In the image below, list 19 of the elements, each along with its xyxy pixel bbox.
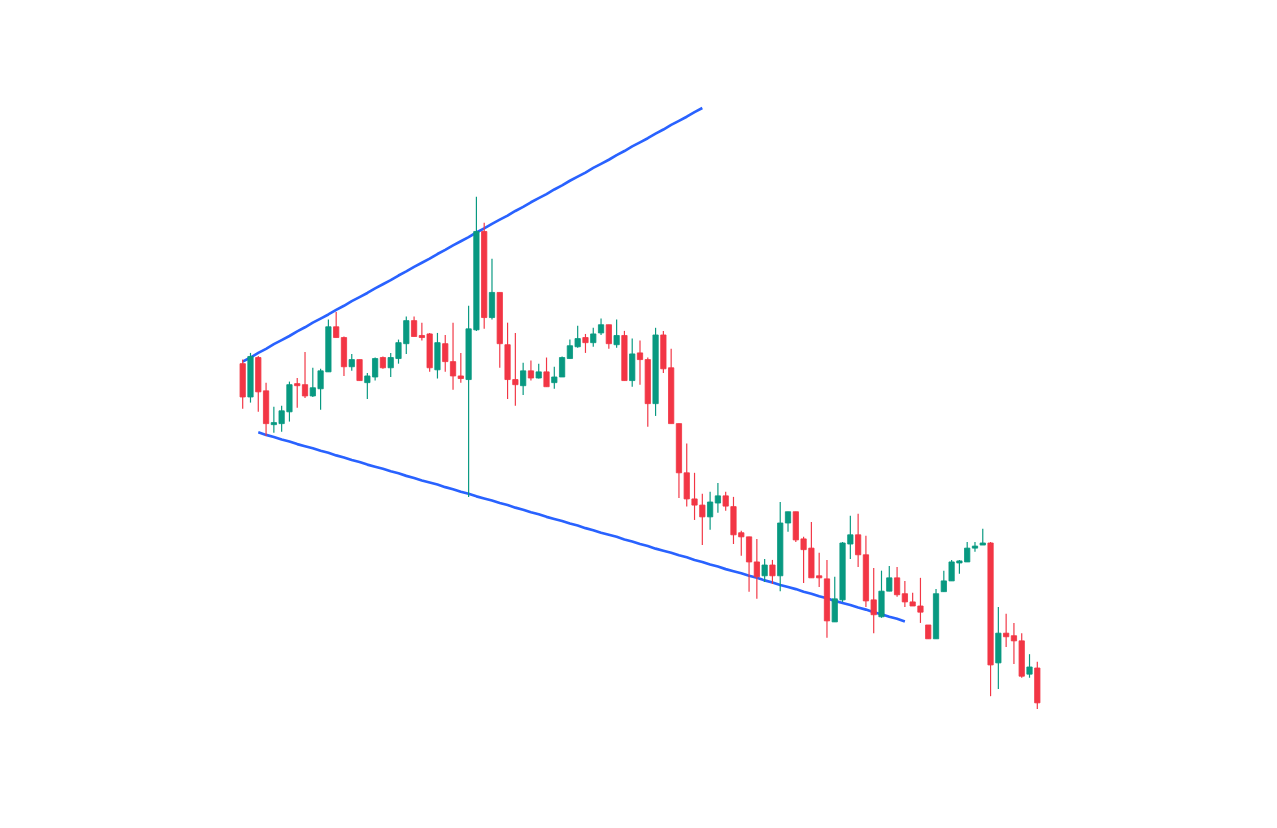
- candlestick: [753, 538, 760, 600]
- candlestick: [582, 333, 589, 354]
- candlestick: [769, 559, 776, 585]
- candlestick: [543, 356, 550, 388]
- candlestick: [527, 360, 534, 382]
- candlestick: [855, 513, 862, 568]
- candlestick: [761, 558, 768, 583]
- candlestick: [613, 319, 620, 349]
- candlestick: [1026, 653, 1033, 679]
- candlestick: [894, 566, 901, 598]
- candlestick: [333, 311, 340, 339]
- candlestick: [520, 362, 527, 396]
- candlestick: [1003, 613, 1010, 648]
- candlestick: [707, 491, 714, 531]
- candlestick: [714, 482, 721, 514]
- candlestick: [457, 352, 464, 384]
- candlestick: [411, 315, 418, 338]
- candlestick: [356, 358, 363, 382]
- candlestick: [605, 324, 612, 350]
